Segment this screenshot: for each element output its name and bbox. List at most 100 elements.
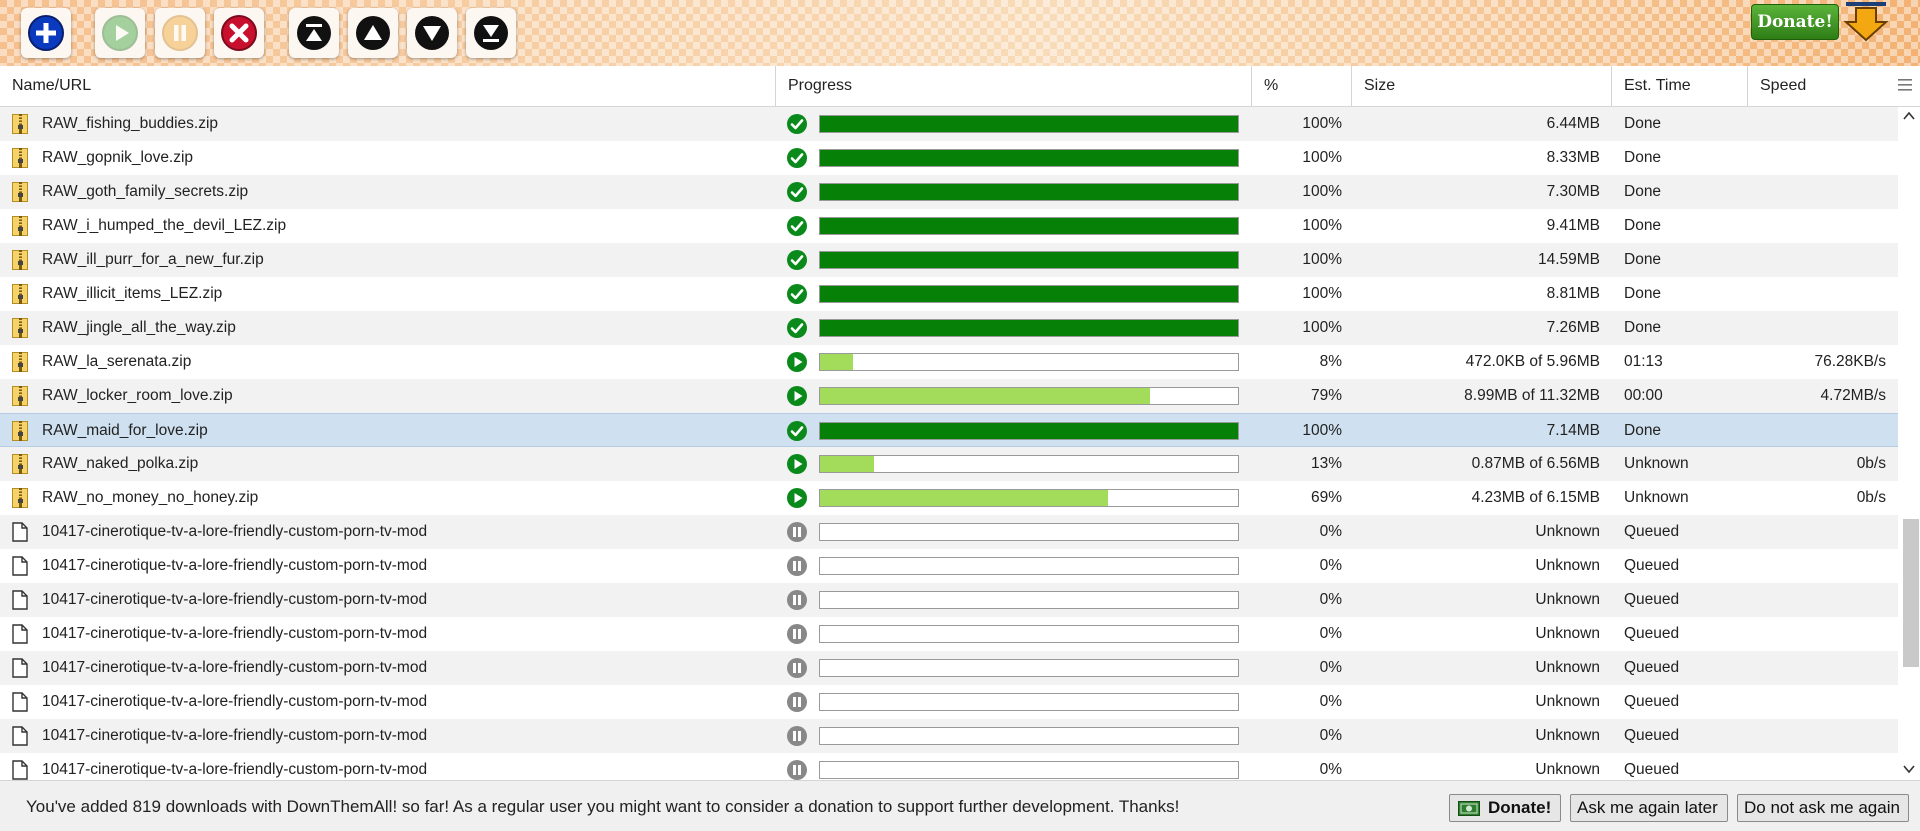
donation-notification-bar: You've added 819 downloads with DownThem… [0,780,1920,831]
column-name-url[interactable]: Name/URL [0,66,776,106]
progress-fill [820,354,853,370]
download-row[interactable]: RAW_illicit_items_LEZ.zip 100% 8.81MB Done [0,277,1898,311]
download-percent: 8% [1319,353,1342,370]
zip-file-icon [12,311,32,345]
download-name: 10417-cinerotique-tv-a-lore-friendly-cus… [42,693,428,710]
scrollbar[interactable] [1898,107,1920,780]
download-row[interactable]: 10417-cinerotique-tv-a-lore-friendly-cus… [0,651,1898,685]
download-name: RAW_illicit_items_LEZ.zip [42,285,223,302]
cancel-button[interactable] [214,8,264,58]
download-row[interactable]: RAW_no_money_no_honey.zip 69% 4.23MB of 6.… [0,481,1898,515]
download-row[interactable]: RAW_maid_for_love.zip 100% 7.14MB Done [0,413,1898,447]
download-percent: 0% [1319,761,1342,778]
download-row[interactable]: RAW_naked_polka.zip 13% 0.87MB of 6.56MB Un… [0,447,1898,481]
zip-file-icon [12,379,32,413]
download-size: Unknown [1535,693,1600,710]
move-up-button[interactable] [348,8,398,58]
download-row[interactable]: 10417-cinerotique-tv-a-lore-friendly-cus… [0,719,1898,753]
download-size: 7.14MB [1546,422,1600,439]
download-name: 10417-cinerotique-tv-a-lore-friendly-cus… [42,523,428,540]
download-percent: 13% [1310,455,1342,472]
scrollbar-thumb[interactable] [1903,519,1919,667]
download-size: 0.87MB of 6.56MB [1471,455,1600,472]
scroll-down-icon[interactable] [1902,762,1916,776]
download-percent: 100% [1302,285,1342,302]
download-speed: 76.28KB/s [1814,353,1886,370]
download-row[interactable]: 10417-cinerotique-tv-a-lore-friendly-cus… [0,617,1898,651]
download-row[interactable]: 10417-cinerotique-tv-a-lore-friendly-cus… [0,685,1898,719]
zip-file-icon [12,345,32,379]
download-row[interactable]: RAW_la_serenata.zip 8% 472.0KB of 5.96MB 01… [0,345,1898,379]
download-speed [1750,719,1886,753]
progress-bar [819,549,1241,583]
download-row[interactable]: RAW_locker_room_love.zip 79% 8.99MB of 11.… [0,379,1898,413]
download-eta: Queued [1624,693,1680,710]
progress-fill [820,252,1238,268]
download-row[interactable]: RAW_ill_purr_for_a_new_fur.zip 100% 14.59M… [0,243,1898,277]
completed-icon [786,107,810,141]
download-size: 14.59MB [1537,251,1600,268]
download-row[interactable]: 10417-cinerotique-tv-a-lore-friendly-cus… [0,515,1898,549]
ask-later-button[interactable]: Ask me again later [1570,794,1728,822]
download-size: Unknown [1535,727,1600,744]
progress-fill [820,423,1238,439]
column-percent[interactable]: % [1252,66,1352,106]
download-row[interactable]: RAW_jingle_all_the_way.zip 100% 7.26MB Done [0,311,1898,345]
download-row[interactable]: 10417-cinerotique-tv-a-lore-friendly-cus… [0,549,1898,583]
download-row[interactable]: RAW_gopnik_love.zip 100% 8.33MB Done [0,141,1898,175]
download-row[interactable]: 10417-cinerotique-tv-a-lore-friendly-cus… [0,753,1898,780]
download-size: 4.23MB of 6.15MB [1471,489,1600,506]
download-eta: Queued [1624,557,1680,574]
zip-file-icon [12,209,32,243]
download-name: 10417-cinerotique-tv-a-lore-friendly-cus… [42,557,428,574]
column-size[interactable]: Size [1352,66,1612,106]
do-not-ask-button[interactable]: Do not ask me again [1737,794,1909,822]
progress-bar [819,107,1241,141]
donate-banner-button[interactable]: Donate! [1751,4,1839,40]
download-row[interactable]: RAW_fishing_buddies.zip 100% 6.44MB Done [0,107,1898,141]
add-download-button[interactable] [21,8,71,58]
scroll-up-icon[interactable] [1902,109,1916,123]
notification-message: You've added 819 downloads with DownThem… [26,797,1180,816]
download-row[interactable]: RAW_goth_family_secrets.zip 100% 7.30MB Don… [0,175,1898,209]
move-bottom-button[interactable] [466,8,516,58]
column-speed[interactable]: Speed [1760,77,1807,94]
zip-file-icon [12,481,32,515]
column-progress[interactable]: Progress [776,66,1252,106]
download-percent: 100% [1302,115,1342,132]
column-menu-icon[interactable] [1898,78,1912,92]
download-percent: 0% [1319,659,1342,676]
download-row[interactable]: RAW_i_humped_the_devil_LEZ.zip 100% 9.41MB… [0,209,1898,243]
column-est-time[interactable]: Est. Time [1612,66,1748,106]
download-list: RAW_fishing_buddies.zip 100% 6.44MB Done RAW… [0,107,1898,780]
resume-button[interactable] [95,8,145,58]
zip-file-icon [12,243,32,277]
download-name: RAW_maid_for_love.zip [42,422,208,439]
download-eta: Done [1624,251,1662,268]
download-name: RAW_no_money_no_honey.zip [42,489,259,506]
download-percent: 79% [1310,387,1342,404]
download-row[interactable]: 10417-cinerotique-tv-a-lore-friendly-cus… [0,583,1898,617]
plus-icon [28,15,64,51]
download-speed [1750,209,1886,243]
progress-bar [819,685,1241,719]
move-down-button[interactable] [407,8,457,58]
download-eta: Unknown [1624,455,1689,472]
notification-donate-button[interactable]: Donate! [1449,794,1561,822]
download-speed [1750,549,1886,583]
download-eta: Done [1624,285,1662,302]
move-top-button[interactable] [289,8,339,58]
progress-fill [820,286,1238,302]
queued-icon [786,549,810,583]
zip-file-icon [12,175,32,209]
file-icon [12,719,32,753]
pause-icon [162,15,198,51]
download-eta: Queued [1624,625,1680,642]
progress-fill [820,150,1238,166]
download-name: 10417-cinerotique-tv-a-lore-friendly-cus… [42,761,428,778]
download-name: 10417-cinerotique-tv-a-lore-friendly-cus… [42,659,428,676]
move-bottom-icon [474,16,508,50]
queued-icon [786,651,810,685]
pause-button[interactable] [155,8,205,58]
file-icon [12,549,32,583]
